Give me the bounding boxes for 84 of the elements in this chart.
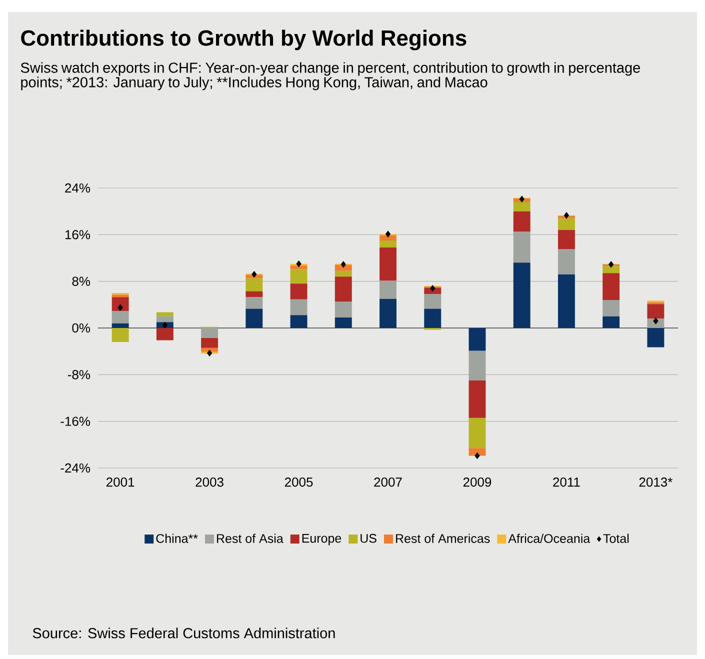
point	[206, 350, 212, 356]
bar	[468, 350, 486, 380]
legend-label: Rest of Americas	[396, 534, 490, 543]
bar	[513, 202, 530, 212]
bar	[290, 266, 308, 270]
bar	[424, 294, 442, 309]
bar	[112, 328, 129, 342]
y-tick-label: -16%	[60, 416, 90, 426]
x-tick-label: 2003	[196, 478, 224, 487]
bar	[558, 274, 575, 328]
y-tick-label: -8%	[68, 370, 90, 380]
bar	[290, 315, 308, 328]
point	[296, 260, 302, 268]
bar	[201, 348, 218, 352]
bar	[468, 380, 486, 418]
x-tick-label: 2001	[106, 478, 134, 487]
bar	[380, 235, 396, 240]
bar	[558, 230, 575, 250]
bar	[112, 294, 129, 298]
y-tick-label: -24%	[60, 463, 90, 473]
bar	[246, 291, 263, 298]
bar	[647, 304, 664, 319]
chart-subtitle: Swiss watch exports in CHF: Year-on-year change in percent, contribution to growth in percentage points; *2013: January to July; **Includes Hong Kong, Taiwan, and Macao	[20, 62, 640, 90]
bar	[558, 218, 575, 230]
bar	[468, 418, 486, 448]
bar	[290, 299, 308, 316]
bar	[201, 338, 218, 348]
bar	[246, 308, 263, 328]
y-tick-label: 8%	[72, 276, 90, 286]
bar	[334, 270, 352, 277]
bar	[112, 311, 129, 324]
legend-label: Europe	[302, 534, 342, 546]
legend-label: Africa/Oceania	[508, 534, 590, 543]
bar	[156, 312, 174, 316]
point	[385, 230, 391, 238]
bar	[290, 284, 308, 300]
point	[162, 322, 168, 328]
legend-label: Rest of Asia	[217, 534, 284, 543]
bar	[112, 297, 129, 312]
y-tick-label: 0%	[72, 323, 90, 333]
bar	[334, 317, 352, 328]
bar	[112, 323, 129, 328]
bar	[602, 300, 620, 316]
x-tick-label: 2009	[463, 478, 492, 487]
bar	[334, 264, 352, 271]
bar	[468, 328, 486, 351]
bar	[156, 328, 174, 340]
legend-label: US	[360, 534, 376, 543]
point	[564, 212, 570, 219]
legend-label: Total	[603, 534, 629, 543]
bar	[201, 328, 218, 338]
bar	[156, 316, 174, 322]
bar	[334, 302, 352, 318]
bar	[602, 266, 620, 274]
bar	[380, 240, 396, 248]
bar	[290, 269, 308, 284]
bar	[246, 278, 263, 292]
legend-label: China**	[156, 534, 198, 543]
x-tick-label: 2013*	[639, 478, 672, 487]
x-tick-label: 2011	[553, 478, 580, 487]
bar	[380, 298, 396, 328]
bar	[380, 280, 396, 299]
bar	[602, 316, 620, 328]
bar	[602, 273, 620, 300]
bar	[513, 262, 530, 328]
bar	[334, 276, 352, 302]
bar	[246, 297, 263, 309]
bar	[513, 211, 530, 232]
x-tick-label: 2007	[374, 478, 402, 487]
bar	[513, 232, 530, 263]
bar	[424, 308, 442, 328]
point	[608, 261, 614, 268]
x-tick-label: 2005	[284, 478, 313, 487]
y-tick-label: 24%	[65, 183, 90, 193]
bar	[558, 249, 575, 274]
y-tick-label: 16%	[65, 230, 90, 240]
bar	[647, 328, 664, 348]
source-note: Source: Swiss Federal Customs Administration	[32, 628, 335, 638]
bar	[380, 247, 396, 281]
point	[519, 196, 524, 202]
point	[340, 261, 346, 268]
point	[430, 284, 436, 292]
chart-title: Contributions to Growth by World Regions	[21, 30, 466, 50]
point	[252, 270, 257, 278]
